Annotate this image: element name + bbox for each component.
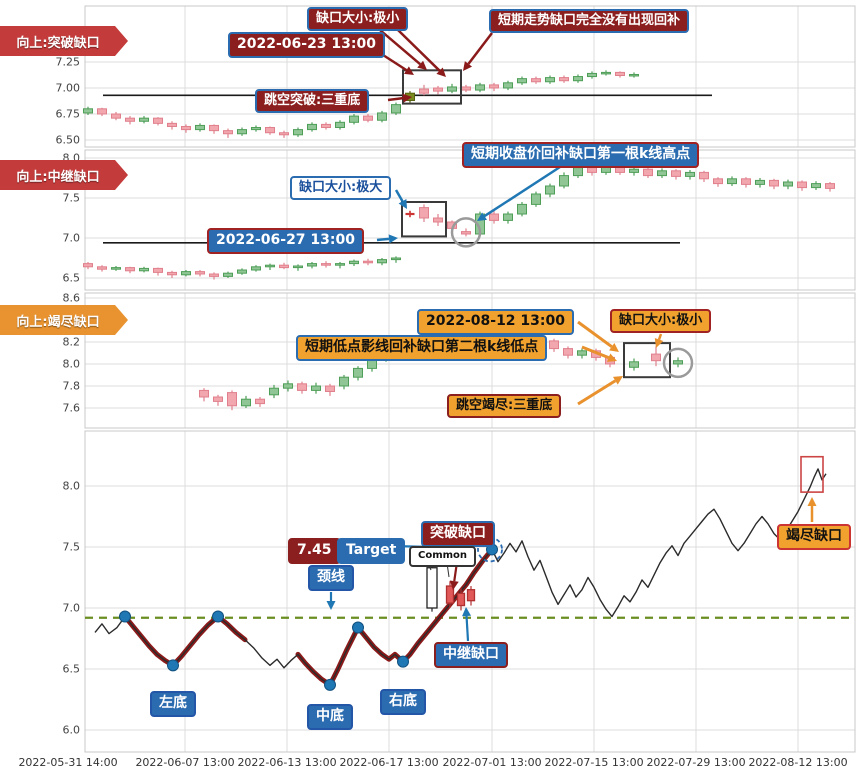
right-bottom-label: 右底 <box>380 689 426 715</box>
neckline-label: 颈线 <box>308 565 354 591</box>
y-tick-label: 6.5 <box>62 271 81 285</box>
y-tick-label: 6.50 <box>55 133 81 147</box>
y-tick-label: 7.5 <box>62 540 81 554</box>
common-label: Common <box>409 546 477 567</box>
y-tick-label: 8.0 <box>62 479 81 493</box>
exhaustion-gap-label: 竭尽缺口 <box>777 524 851 550</box>
y-tick-label: 8.6 <box>62 291 81 305</box>
middle-bottom-label: 中底 <box>307 704 353 730</box>
gap-date-label: 2022-06-23 13:00 <box>228 32 385 58</box>
target-label: Target <box>337 538 406 564</box>
target-price-label: 7.45 <box>288 538 341 564</box>
left-bottom-label: 左底 <box>150 691 196 717</box>
y-tick-label: 7.00 <box>55 81 81 95</box>
x-axis-label: 2022-08-12 13:00 <box>748 756 848 769</box>
gap-size-label: 缺口大小:极小 <box>307 7 409 32</box>
x-axis-label: 2022-05-31 14:00 <box>18 756 118 769</box>
x-axis-label: 2022-06-17 13:00 <box>339 756 439 769</box>
gap-size-label: 缺口大小:极大 <box>290 176 392 201</box>
y-tick-label: 7.0 <box>62 231 81 245</box>
y-tick-label: 7.25 <box>55 55 81 69</box>
panel-label-continuation-gap: 向上:中继缺口 <box>0 160 128 190</box>
panel-label-exhaustion-gap: 向上:竭尽缺口 <box>0 305 128 335</box>
y-tick-label: 6.75 <box>55 107 81 121</box>
y-tick-label: 6.5 <box>62 662 81 676</box>
breakaway-gap-label: 突破缺口 <box>421 521 495 547</box>
y-tick-label: 8.0 <box>62 357 81 371</box>
y-tick-label: 7.6 <box>62 401 81 415</box>
backfill-low-label: 短期低点影线回补缺口第二根k线低点 <box>296 335 548 361</box>
y-tick-label: 7.0 <box>62 601 81 615</box>
x-axis-label: 2022-06-07 13:00 <box>135 756 235 769</box>
breakout-pattern-label: 跳空突破:三重底 <box>255 89 370 114</box>
y-tick-label: 8.2 <box>62 335 81 349</box>
backfill-high-label: 短期收盘价回补缺口第一根k线高点 <box>462 142 700 168</box>
x-axis-label: 2022-06-13 13:00 <box>237 756 337 769</box>
gap-date-label: 2022-08-12 13:00 <box>417 309 574 335</box>
x-axis-label: 2022-07-29 13:00 <box>646 756 746 769</box>
panel-label-breakaway-gap: 向上:突破缺口 <box>0 26 128 56</box>
y-tick-label: 7.5 <box>62 191 81 205</box>
no-backfill-label: 短期走势缺口完全没有出现回补 <box>489 9 690 34</box>
gap-size-label: 缺口大小:极小 <box>610 309 712 334</box>
y-tick-label: 7.8 <box>62 379 81 393</box>
x-axis-label: 2022-07-01 13:00 <box>442 756 542 769</box>
x-axis-label: 2022-07-15 13:00 <box>544 756 644 769</box>
continuation-gap-label: 中继缺口 <box>434 642 508 668</box>
gap-date-label: 2022-06-27 13:00 <box>207 228 364 254</box>
exhaustion-pattern-label: 跳空竭尽:三重底 <box>447 394 562 419</box>
y-tick-label: 6.0 <box>62 723 81 737</box>
